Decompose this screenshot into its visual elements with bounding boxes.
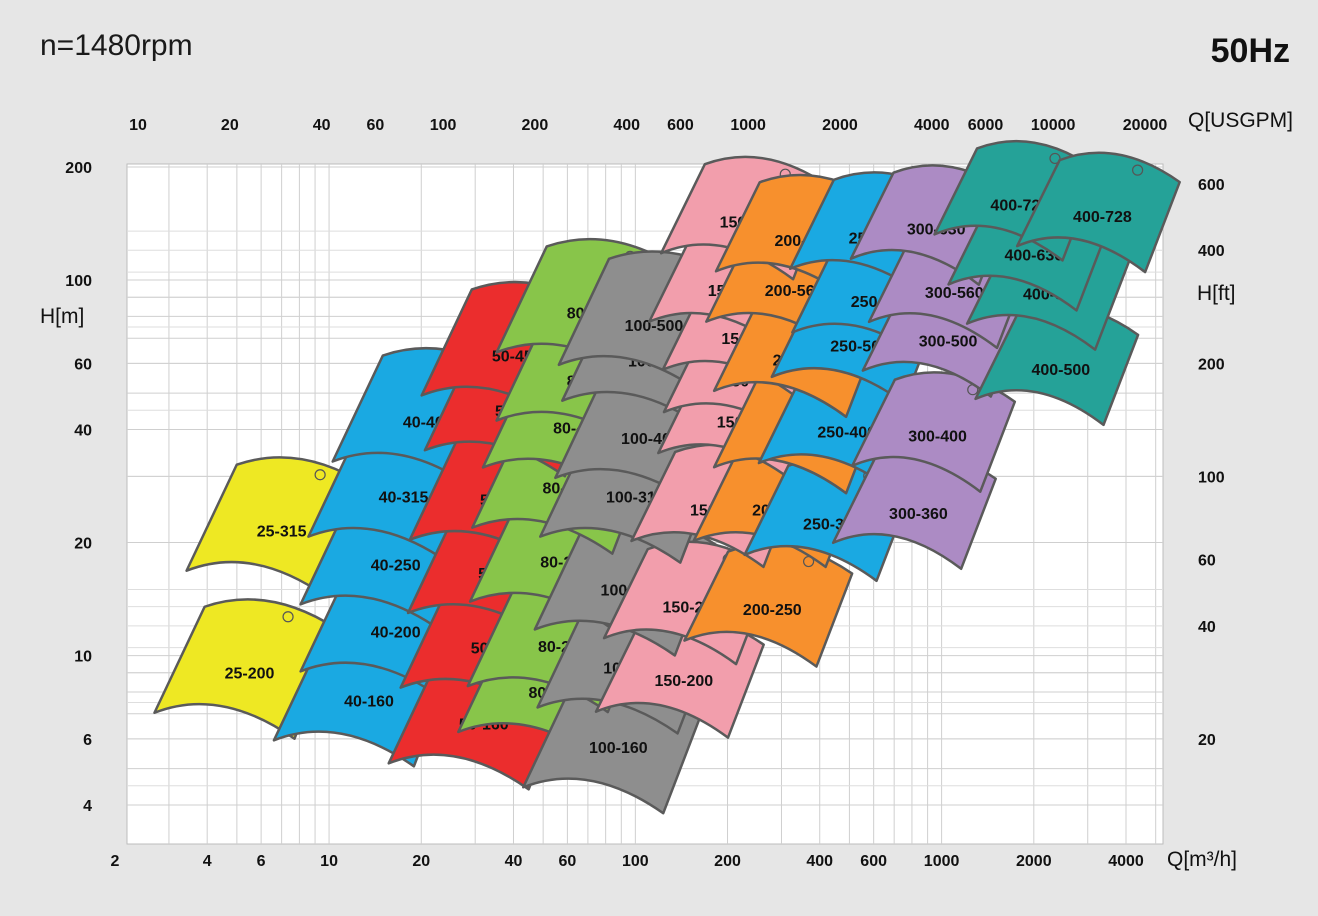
y-right-tick-label: 600 — [1198, 177, 1225, 194]
x-top-tick-label: 60 — [366, 117, 384, 134]
y-left-tick-label: 6 — [83, 732, 92, 749]
pump-regions: 25-20040-16025-31540-20050-16040-25050-2… — [153, 139, 1181, 815]
y-right-tick-label: 60 — [1198, 553, 1216, 570]
pump-model-label: 200-250 — [743, 602, 802, 619]
x-bottom-tick-label: 4000 — [1108, 853, 1144, 870]
y-right-axis-label: H[ft] — [1197, 282, 1236, 305]
x-bottom-tick-label: 2000 — [1016, 853, 1052, 870]
pump-region-300-400 — [851, 371, 1017, 493]
pump-model-label: 40-250 — [371, 557, 421, 574]
x-top-tick-label: 400 — [613, 117, 640, 134]
pump-model-label: 150-200 — [654, 673, 713, 690]
y-left-tick-label: 10 — [74, 649, 92, 666]
x-top-tick-label: 2000 — [822, 117, 858, 134]
pump-model-label: 400-500 — [1031, 362, 1090, 379]
y-right-tick-label: 20 — [1198, 732, 1216, 749]
pump-region-400-728 — [1015, 151, 1181, 274]
x-top-tick-label: 1000 — [730, 117, 766, 134]
x-top-tick-label: 20 — [221, 117, 239, 134]
pump-model-label: 300-400 — [908, 429, 967, 446]
frequency-label: 50Hz — [1211, 32, 1290, 70]
y-left-tick-label: 20 — [74, 536, 92, 553]
pump-model-label: 25-200 — [225, 666, 275, 683]
x-top-tick-label: 600 — [667, 117, 694, 134]
pump-model-label: 100-500 — [625, 318, 684, 335]
x-bottom-tick-label: 400 — [806, 853, 833, 870]
x-bottom-tick-label: 40 — [505, 853, 523, 870]
pump-model-label: 300-560 — [925, 285, 984, 302]
speed-title: n=1480rpm — [40, 29, 193, 62]
pump-model-label: 40-200 — [371, 624, 421, 641]
x-bottom-tick-label: 200 — [714, 853, 741, 870]
y-left-tick-label: 200 — [65, 160, 92, 177]
pump-model-label: 250-400 — [817, 425, 876, 442]
pump-model-label: 25-315 — [257, 524, 307, 541]
pump-model-label: 40-160 — [344, 693, 394, 710]
pump-model-label: 300-500 — [919, 334, 978, 351]
x-top-tick-label: 4000 — [914, 117, 950, 134]
pump-model-label: 400-728 — [1073, 209, 1132, 226]
x-bottom-tick-label: 600 — [860, 853, 887, 870]
x-bottom-tick-label: 20 — [412, 853, 430, 870]
pump-model-label: 300-360 — [889, 506, 948, 523]
pump-model-label: 100-160 — [589, 740, 648, 757]
y-left-tick-label: 60 — [74, 356, 92, 373]
pump-model-label: 40-315 — [379, 490, 429, 507]
y-right-tick-label: 200 — [1198, 356, 1225, 373]
x-top-tick-label: 10000 — [1031, 117, 1076, 134]
x-bottom-tick-label: 4 — [203, 853, 212, 870]
y-right-tick-label: 40 — [1198, 619, 1216, 636]
best-efficiency-point-icon — [314, 469, 326, 481]
best-efficiency-point-icon — [1049, 152, 1061, 165]
x-bottom-tick-label: 10 — [320, 853, 338, 870]
x-top-tick-label: 200 — [522, 117, 549, 134]
y-left-tick-label: 40 — [74, 422, 92, 439]
x-bottom-tick-label: 2 — [111, 853, 120, 870]
x-bottom-tick-label: 6 — [257, 853, 266, 870]
y-right-tick-label: 400 — [1198, 243, 1225, 260]
y-left-tick-label: 100 — [65, 273, 92, 290]
x-bottom-tick-label: 60 — [558, 853, 576, 870]
x-bottom-axis-label: Q[m³/h] — [1167, 848, 1237, 871]
y-left-axis-label: H[m] — [40, 305, 84, 328]
y-right-tick-label: 100 — [1198, 469, 1225, 486]
best-efficiency-point-icon — [1132, 164, 1144, 176]
x-top-tick-label: 6000 — [968, 117, 1004, 134]
x-top-axis-label: Q[USGPM] — [1188, 109, 1293, 132]
x-top-tick-label: 100 — [430, 117, 457, 134]
axes: 2 4 6 10 20 40 60 100 200 400 600 1000 2000 4000 10 20 4… — [65, 117, 1225, 870]
x-top-tick-label: 20000 — [1123, 117, 1168, 134]
y-left-tick-label: 4 — [83, 798, 92, 815]
x-top-tick-label: 40 — [313, 117, 331, 134]
x-bottom-tick-label: 1000 — [924, 853, 960, 870]
best-efficiency-point-icon — [282, 611, 294, 623]
x-top-tick-label: 10 — [129, 117, 147, 134]
x-bottom-tick-label: 100 — [622, 853, 649, 870]
